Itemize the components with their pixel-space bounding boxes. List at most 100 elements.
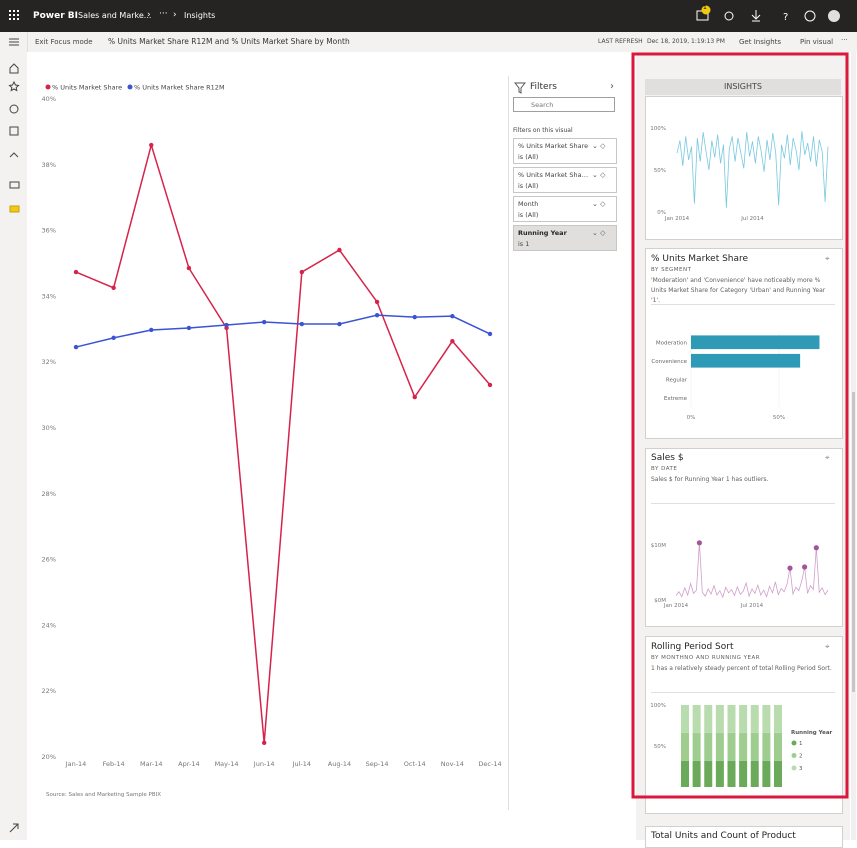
x-tick-label: 50%: [773, 415, 785, 421]
data-point: [73, 344, 79, 350]
data-point: [224, 322, 229, 328]
x-tick-label: Dec-14: [478, 760, 501, 768]
pin-icon[interactable]: ⌖: [825, 254, 830, 263]
home[interactable]: [9, 63, 19, 74]
data-point: [787, 565, 793, 571]
account[interactable]: [828, 10, 840, 22]
y-tick-label: 50%: [654, 168, 666, 174]
series-line: [676, 131, 829, 208]
card-title: Sales $: [651, 453, 684, 463]
y-tick-label: 20%: [42, 753, 56, 761]
data-point: [299, 269, 305, 275]
exit-focus[interactable]: Exit Focus mode: [35, 38, 93, 46]
scroll-thumb[interactable]: [852, 392, 855, 692]
top-bar: Power BI Sales and Marke... › ··· › Insi…: [0, 0, 857, 32]
feedback[interactable]: [804, 10, 816, 22]
bar-segment: [727, 732, 736, 761]
refresh-label: LAST REFRESH: [598, 38, 643, 45]
filter-card[interactable]: % Units Market Share is (All) ⌄ ◇: [513, 138, 617, 164]
card-description: 'Moderation' and 'Convenience' have noti…: [651, 277, 826, 304]
filter-card[interactable]: Running Year is 1 ⌄ ◇: [513, 225, 617, 251]
x-tick-label: May-14: [215, 760, 239, 768]
legend-marker: [127, 84, 133, 90]
app-launcher[interactable]: [9, 10, 20, 21]
y-tick-label: 40%: [42, 95, 56, 103]
legend-marker: [45, 84, 51, 90]
menu[interactable]: [9, 38, 19, 46]
bar: [691, 335, 820, 350]
filter-icons: ⌄ ◇: [592, 171, 606, 179]
data-point: [487, 331, 493, 337]
search-placeholder: Search: [531, 101, 554, 109]
data-point: [450, 338, 455, 344]
card-divider: [651, 503, 835, 504]
x-tick-label: 0%: [687, 415, 696, 421]
x-tick-label: Jan 2014: [664, 216, 690, 222]
legend-marker: [791, 740, 797, 746]
expand[interactable]: [8, 822, 20, 834]
pin-icon[interactable]: ⌖: [825, 453, 830, 462]
current-workspace[interactable]: [9, 205, 20, 213]
data-point: [374, 312, 380, 318]
data-point: [261, 740, 267, 746]
card-divider: [651, 692, 835, 693]
bar-segment: [762, 705, 771, 733]
workspaces[interactable]: [9, 181, 20, 189]
visual-title: % Units Market Share R12M and % Units Ma…: [108, 37, 350, 46]
download[interactable]: [751, 10, 761, 22]
more-options[interactable]: ···: [841, 36, 848, 44]
data-point: [450, 313, 455, 319]
pin-visual[interactable]: Pin visual: [800, 38, 834, 46]
card-description: Sales $ for Running Year 1 has outliers.: [651, 476, 769, 483]
bar-segment: [750, 760, 759, 787]
favorites[interactable]: [8, 80, 20, 92]
legend-label: 3: [799, 766, 803, 772]
apps[interactable]: [9, 126, 19, 136]
filter-card[interactable]: Month is (All) ⌄ ◇: [513, 196, 617, 222]
help[interactable]: ?: [783, 12, 788, 23]
legend-title: Running Year: [791, 730, 833, 736]
bar: [691, 353, 801, 368]
breadcrumb[interactable]: Sales and Marke...: [78, 11, 152, 20]
legend-label: % Units Market Share: [52, 84, 122, 92]
legend-label: 2: [799, 754, 803, 760]
filter-card[interactable]: % Units Market Share R12Mis (All)⌄ ◇: [513, 167, 617, 193]
x-tick-label: Jan 2014: [663, 603, 689, 609]
pin-icon[interactable]: ⌖: [825, 642, 830, 651]
data-point: [299, 321, 305, 327]
settings[interactable]: [724, 11, 734, 21]
data-point: [261, 319, 267, 325]
x-tick-label: Jul 2014: [740, 603, 764, 609]
bar-segment: [774, 760, 782, 787]
bar-segment: [739, 760, 748, 787]
y-tick-label: 36%: [42, 227, 56, 235]
bar-segment: [681, 732, 689, 761]
x-tick-label: Mar-14: [140, 760, 162, 768]
app-name[interactable]: Power BI: [33, 11, 78, 21]
shared[interactable]: [9, 152, 19, 158]
filter-icons: ⌄ ◇: [592, 229, 606, 237]
data-point: [813, 545, 819, 551]
refresh-time: Dec 18, 2019, 1:19:13 PM: [647, 38, 725, 45]
data-point: [337, 321, 342, 327]
y-tick-label: 100%: [650, 126, 666, 132]
recent[interactable]: [9, 104, 19, 114]
insights-header: INSIGHTS: [645, 79, 841, 95]
y-tick-label: 38%: [42, 161, 56, 169]
action-bar: Exit Focus mode % Units Market Share R12…: [27, 32, 857, 52]
x-tick-label: Apr-14: [178, 760, 199, 768]
y-tick-label: 26%: [42, 556, 56, 564]
data-point: [487, 382, 493, 388]
get-insights[interactable]: Get Insights: [739, 38, 782, 46]
series-line: [675, 542, 829, 599]
card-subtitle: BY MONTHNO AND RUNNING YEAR: [651, 655, 761, 661]
data-point: [149, 327, 154, 333]
breadcrumb-more[interactable]: ···: [159, 9, 168, 19]
search-box[interactable]: Search: [513, 97, 615, 112]
series-line: [75, 314, 491, 348]
bar-segment: [750, 705, 759, 733]
insight-card[interactable]: [645, 448, 843, 627]
data-point: [337, 247, 342, 253]
collapse[interactable]: ›: [610, 81, 614, 92]
y-tick-label: 24%: [42, 621, 56, 629]
